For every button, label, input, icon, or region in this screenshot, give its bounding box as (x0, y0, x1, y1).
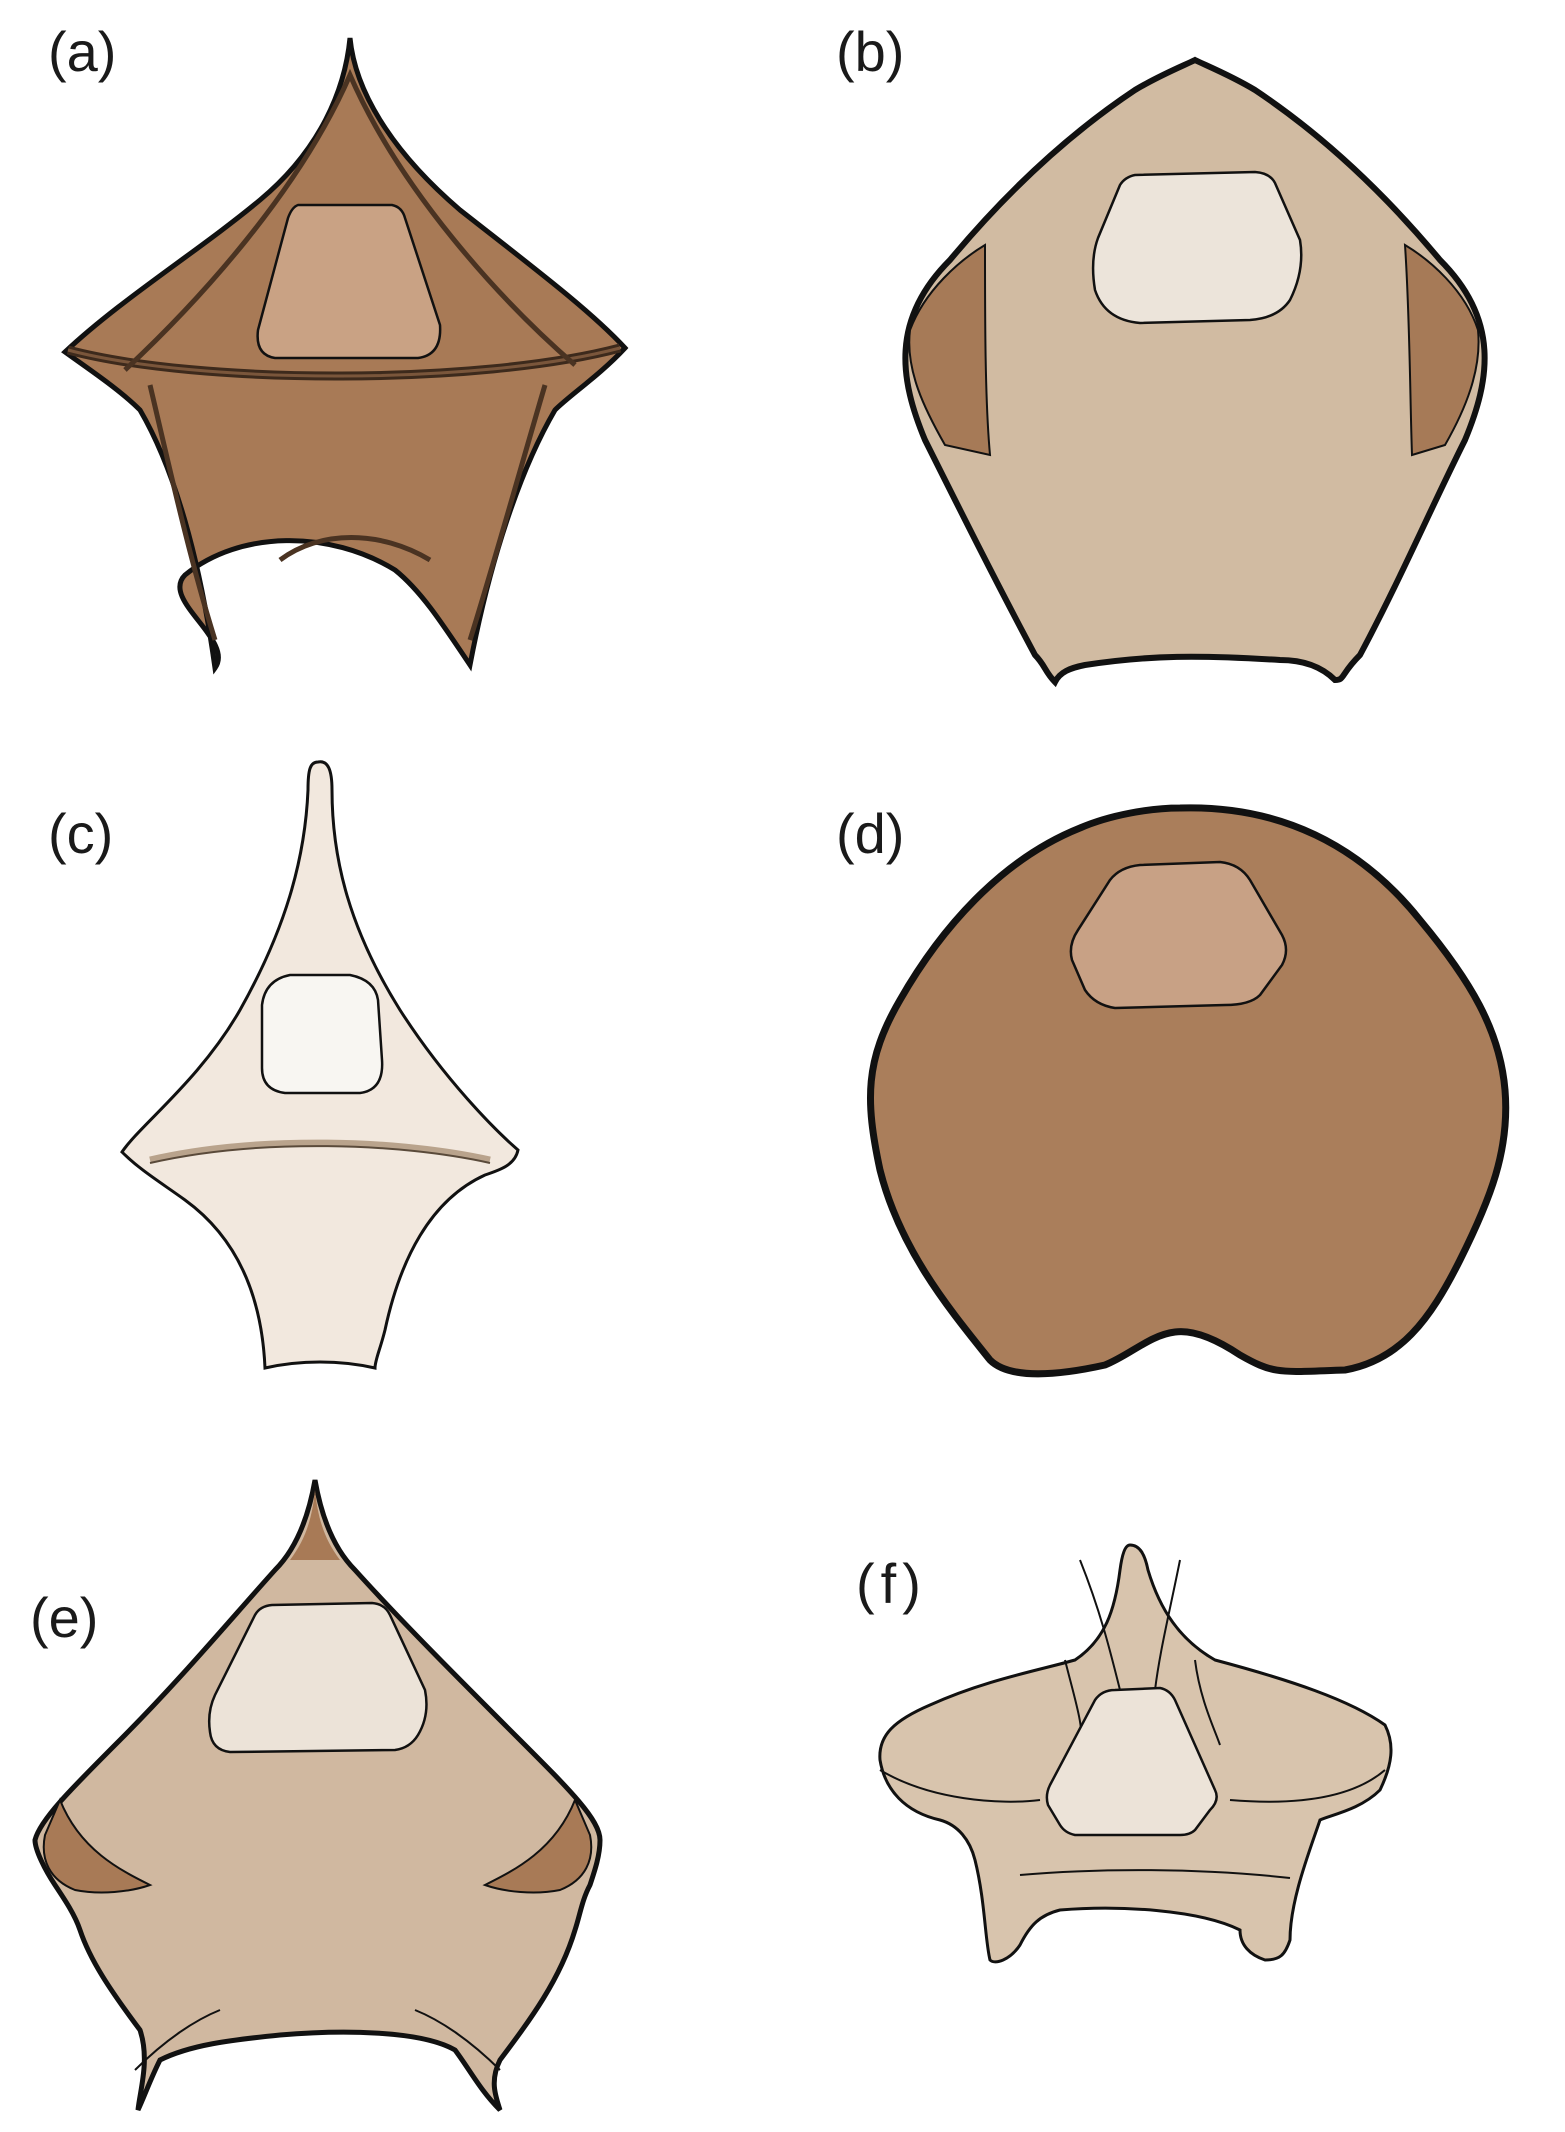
panel-e-body (32, 1479, 603, 2112)
panel-c-cingulum-edge (149, 1145, 491, 1164)
panel-e-window (207, 1601, 428, 1754)
panel-f-window (1045, 1686, 1218, 1837)
panel-b-label: (b) (836, 20, 905, 83)
panel-e-specimen (32, 1479, 603, 2112)
panel-c-specimen (120, 760, 520, 1370)
panel-e-right-wing (482, 1797, 593, 1894)
panel-b-specimen (902, 56, 1488, 688)
panel-c-label: (c) (48, 802, 114, 865)
panel-a-epitheca-ridge (123, 68, 577, 372)
panel-f-rim-lines (879, 1559, 1386, 1879)
panel-e-label: (e) (30, 1586, 99, 1649)
panel-a-hypotheca-ridge (147, 384, 548, 641)
panel-e-left-wing (42, 1797, 153, 1894)
panel-d-window (1069, 860, 1288, 1010)
panel-c-window (260, 973, 384, 1095)
panel-b-window (1091, 170, 1303, 325)
panel-b-right-wing (1403, 243, 1480, 457)
panel-a-specimen (61, 37, 629, 675)
panel-d-label: (d) (836, 802, 905, 865)
panel-e-apex-shade (290, 1490, 340, 1560)
panel-b-body (902, 56, 1488, 688)
panel-b-left-wing (908, 243, 992, 457)
panel-e-horn-lines (134, 2009, 501, 2071)
panel-c-cingulum (149, 1139, 491, 1164)
panel-f-specimen (878, 1543, 1393, 1964)
panel-a-window (256, 203, 442, 360)
panel-d-specimen (867, 804, 1510, 1378)
panel-f-label: (f) (856, 1552, 927, 1615)
panel-a-label: (a) (48, 20, 117, 83)
panel-d-body (867, 804, 1510, 1378)
